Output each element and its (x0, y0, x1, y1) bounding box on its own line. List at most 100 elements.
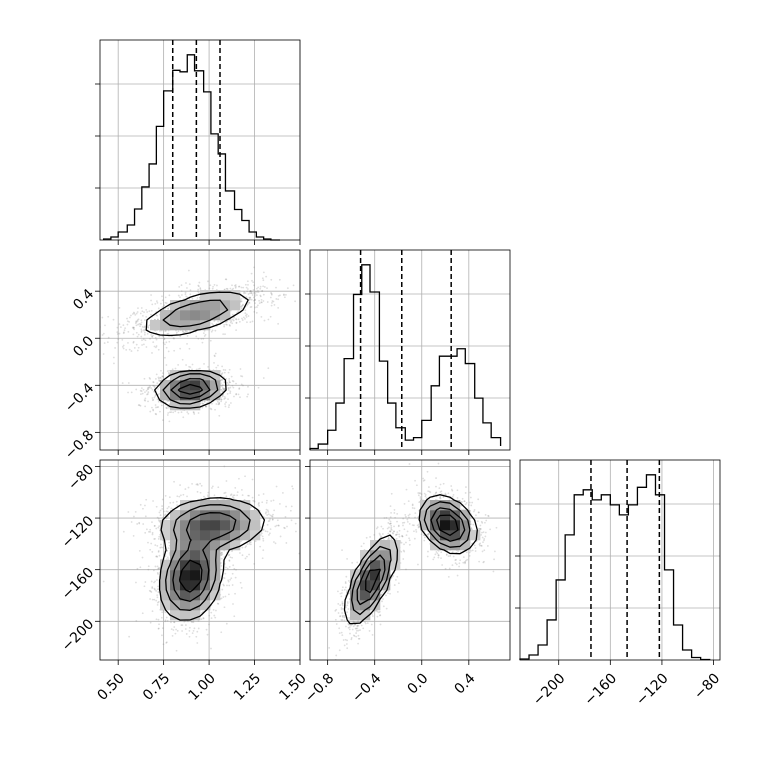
sample-point (167, 332, 170, 335)
sample-point (177, 294, 180, 297)
sample-point (222, 596, 225, 598)
sample-point (199, 288, 202, 291)
sample-point (441, 564, 444, 566)
sample-point (248, 542, 251, 545)
sample-point (264, 512, 267, 515)
density-cell (200, 310, 211, 321)
sample-point (157, 627, 160, 630)
sample-point (291, 485, 294, 488)
sample-point (137, 346, 140, 349)
density-cell (170, 320, 181, 331)
sample-point (188, 629, 191, 632)
y-tick-label: −120 (59, 513, 98, 552)
sample-point (169, 501, 172, 504)
density-cell (190, 530, 201, 541)
sample-point (277, 524, 280, 527)
sample-point (156, 300, 158, 303)
sample-point (136, 523, 139, 525)
density-cell (190, 380, 201, 391)
sample-point (262, 529, 265, 532)
sample-point (189, 330, 191, 333)
density-cell (200, 290, 211, 301)
sample-point (270, 292, 273, 295)
density-cell (190, 310, 201, 321)
sample-point (229, 321, 232, 324)
density-cell (160, 560, 171, 571)
sample-point (268, 532, 271, 535)
sample-point (225, 480, 228, 482)
sample-point (137, 404, 140, 406)
sample-point (435, 477, 437, 479)
density-cell (200, 530, 211, 541)
sample-point (207, 366, 210, 368)
sample-point (197, 619, 200, 622)
sample-point (228, 381, 231, 384)
sample-point (154, 588, 156, 591)
sample-point (156, 603, 159, 606)
sample-point (157, 406, 160, 408)
sample-point (220, 385, 223, 387)
sample-point (166, 556, 169, 559)
sample-point (225, 495, 228, 498)
sample-point (213, 355, 216, 358)
sample-point (270, 500, 273, 502)
sample-point (152, 384, 154, 387)
sample-point (417, 526, 420, 529)
sample-point (193, 627, 196, 630)
sample-point (151, 531, 154, 534)
sample-point (200, 484, 203, 487)
sample-point (235, 568, 237, 571)
sample-point (182, 330, 185, 333)
density-plot (100, 266, 296, 423)
sample-point (203, 363, 205, 365)
sample-point (244, 283, 247, 286)
sample-point (252, 299, 255, 302)
sample-point (220, 398, 223, 401)
sample-point (228, 584, 231, 587)
sample-point (260, 299, 263, 301)
contour-line (162, 299, 229, 405)
sample-point (480, 520, 483, 523)
density-cell (180, 530, 191, 541)
sample-point (162, 341, 165, 344)
histogram-panel-2: −200 −160 −120 −80 (515, 459, 723, 709)
sample-point (210, 617, 213, 620)
sample-point (165, 616, 168, 619)
density-cell (180, 510, 191, 521)
sample-point (235, 329, 238, 332)
sample-point (450, 485, 453, 487)
sample-point (212, 285, 214, 288)
sample-point (173, 621, 176, 624)
sample-point (123, 329, 126, 332)
sample-point (277, 524, 280, 527)
density-cell (190, 540, 201, 551)
density-cell (160, 590, 171, 601)
sample-point (147, 326, 149, 329)
sample-point (262, 493, 265, 495)
sample-point (271, 518, 274, 521)
sample-point (158, 335, 161, 338)
sample-point (258, 302, 261, 305)
sample-point (176, 629, 179, 632)
sample-point (166, 619, 169, 622)
sample-point (253, 284, 255, 287)
sample-point (218, 414, 221, 417)
sample-point (113, 362, 115, 365)
sample-point (292, 487, 294, 490)
density-cell (240, 530, 251, 541)
density-cell (150, 320, 161, 331)
sample-point (275, 298, 278, 300)
sample-point (167, 505, 170, 508)
sample-point (140, 387, 143, 390)
sample-point (240, 488, 243, 491)
sample-point (237, 310, 240, 313)
density-cell (180, 610, 191, 621)
density-cell (190, 560, 201, 571)
sample-point (139, 389, 142, 392)
sample-point (227, 371, 230, 374)
sample-point (165, 406, 168, 409)
sample-point (158, 379, 160, 382)
density-cell (250, 510, 261, 521)
sample-point (210, 647, 212, 650)
